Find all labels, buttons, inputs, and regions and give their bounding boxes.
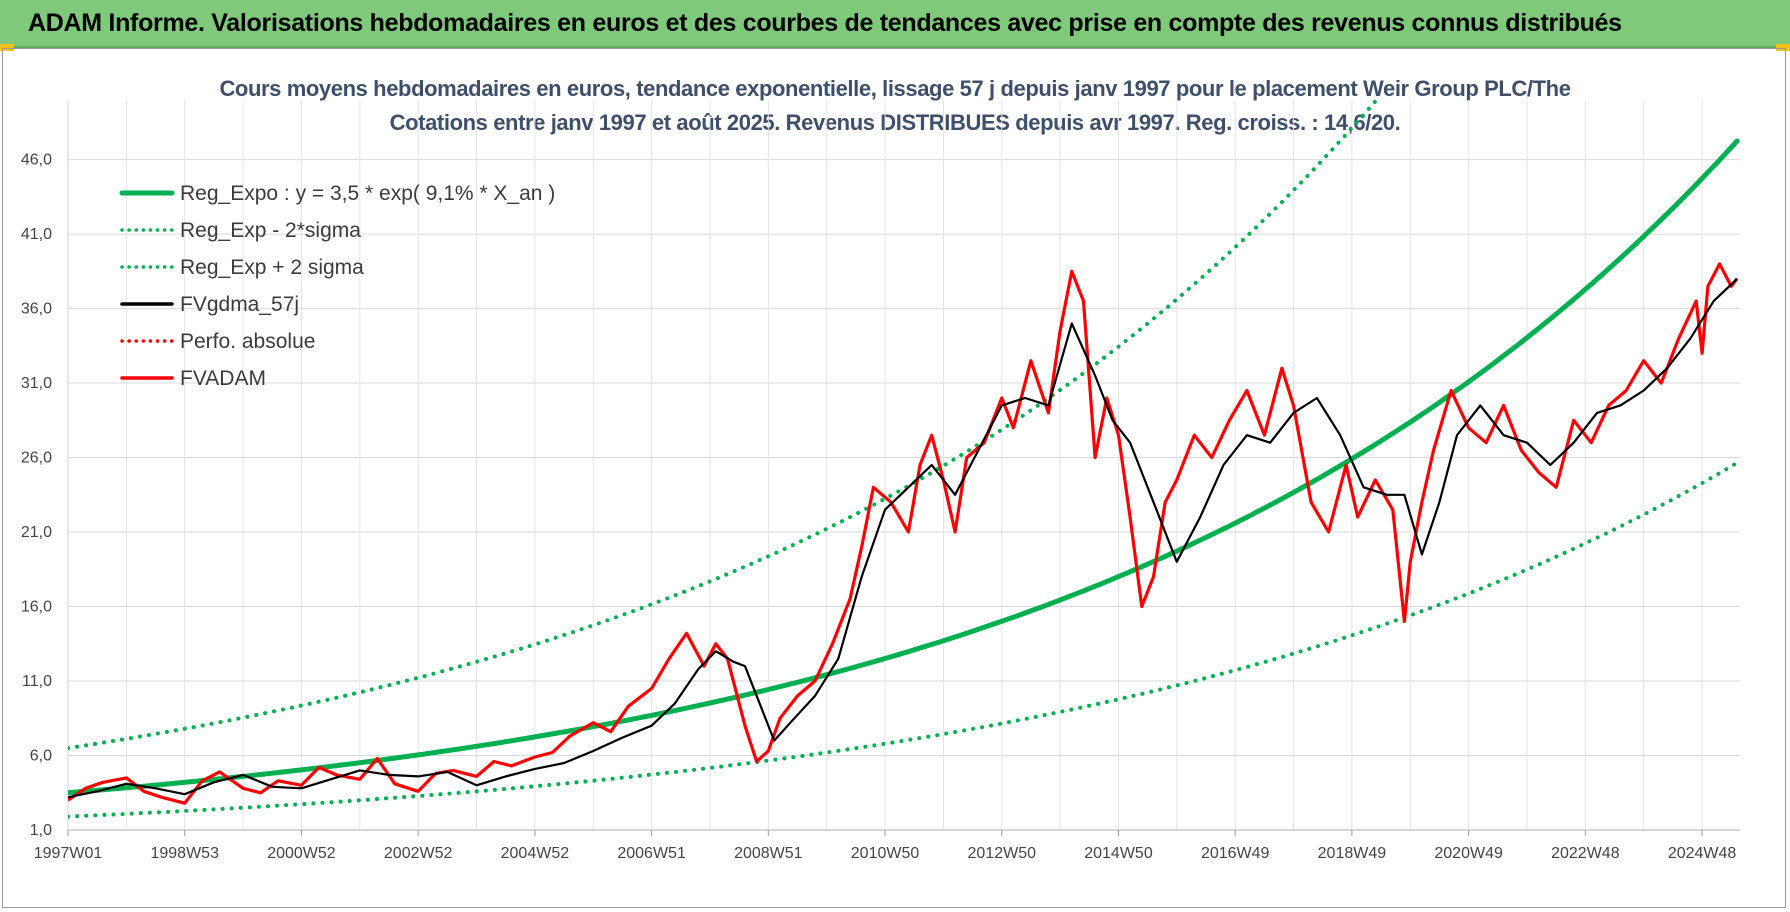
legend-label: Perfo. absolue — [180, 330, 315, 353]
legend-label: FVgdma_57j — [180, 293, 299, 316]
y-tick-label: 16,0 — [21, 599, 52, 616]
y-tick-label: 46,0 — [21, 152, 52, 169]
legend-label: Reg_Exp + 2 sigma — [180, 256, 364, 279]
x-tick-label: 2006W51 — [617, 845, 686, 862]
report-title: ADAM Informe. Valorisations hebdomadaire… — [28, 9, 1622, 37]
y-tick-label: 21,0 — [21, 524, 52, 541]
upper-band-curve — [68, 100, 1380, 751]
chart-frame — [2, 48, 1786, 908]
y-tick-label: 11,0 — [22, 673, 52, 690]
chart-title-line-1: Cours moyens hebdomadaires en euros, ten… — [219, 76, 1571, 101]
x-tick-label: 2008W51 — [734, 845, 803, 862]
regression-curve — [68, 138, 1740, 796]
corner-marker-right — [1776, 44, 1790, 51]
x-tick-label: 2000W52 — [267, 845, 336, 862]
x-tick-label: 2022W48 — [1551, 845, 1620, 862]
legend-label: Reg_Exp - 2*sigma — [180, 219, 361, 242]
fvgdma-line — [68, 278, 1738, 799]
x-tick-label: 2016W49 — [1201, 845, 1270, 862]
lower-band-curve — [68, 460, 1740, 819]
x-tick-label: 2010W50 — [851, 845, 920, 862]
x-tick-label: 1998W53 — [150, 845, 219, 862]
x-tick-label: 2002W52 — [384, 845, 453, 862]
y-tick-label: 31,0 — [21, 375, 52, 392]
y-tick-label: 36,0 — [21, 301, 52, 318]
x-axis: 1997W01 1998W53 2000W52 2002W52 2004W52 2006W… — [34, 829, 1740, 862]
y-axis: 1,0 6,0 11,0 16,0 21,0 26,0 31,0 36,0 41,0 46,0 — [21, 100, 69, 839]
report-header-banner: ADAM Informe. Valorisations hebdomadaire… — [0, 0, 1790, 48]
chart-title-line-2: Cotations entre janv 1997 et août 2025. … — [389, 110, 1401, 135]
chart-grid — [67, 100, 1740, 831]
legend-label: FVADAM — [180, 367, 266, 390]
x-tick-label: 2020W49 — [1434, 845, 1503, 862]
y-tick-label: 41,0 — [21, 226, 52, 243]
y-tick-label: 1,0 — [30, 822, 52, 839]
x-tick-label: 2018W49 — [1318, 845, 1387, 862]
y-tick-label: 26,0 — [21, 450, 52, 467]
chart-legend: Reg_Expo : y = 3,5 * exp( 9,1% * X_an ) R… — [119, 182, 555, 390]
corner-marker-left — [0, 44, 14, 51]
x-tick-label: 2014W50 — [1084, 845, 1153, 862]
fvadam-line — [68, 262, 1739, 805]
x-tick-label: 1997W01 — [34, 845, 103, 862]
chart-series — [68, 100, 1740, 819]
x-tick-label: 2024W48 — [1668, 845, 1737, 862]
y-tick-label: 6,0 — [30, 748, 52, 765]
x-tick-label: 2012W50 — [968, 845, 1037, 862]
legend-label: Reg_Expo : y = 3,5 * exp( 9,1% * X_an ) — [180, 182, 555, 205]
x-tick-label: 2004W52 — [501, 845, 570, 862]
